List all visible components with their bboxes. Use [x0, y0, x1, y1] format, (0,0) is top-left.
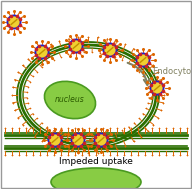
- Circle shape: [137, 54, 149, 66]
- Circle shape: [70, 40, 82, 52]
- Circle shape: [95, 134, 107, 146]
- Circle shape: [72, 134, 84, 146]
- Text: Impeded uptake: Impeded uptake: [59, 157, 133, 167]
- Circle shape: [8, 16, 20, 28]
- Ellipse shape: [45, 81, 96, 119]
- Circle shape: [151, 82, 163, 94]
- Circle shape: [104, 44, 116, 56]
- Circle shape: [36, 46, 48, 58]
- FancyArrowPatch shape: [128, 63, 149, 85]
- Text: Endocytosis: Endocytosis: [152, 67, 192, 77]
- Circle shape: [49, 134, 61, 146]
- Ellipse shape: [51, 168, 141, 189]
- Text: nucleus: nucleus: [55, 95, 85, 105]
